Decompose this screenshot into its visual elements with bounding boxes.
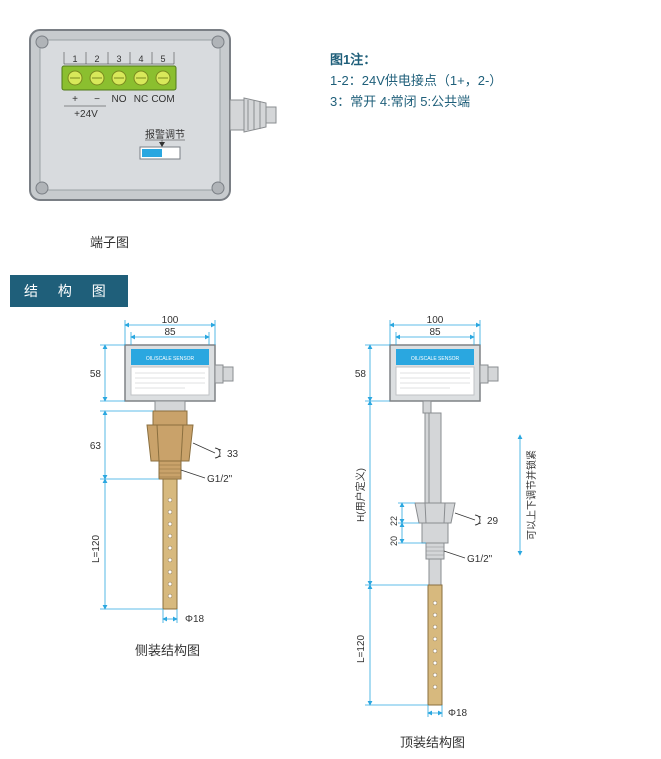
side-view-drawing: OIL/SCALE SENSOR 100 85 58 63: [55, 315, 285, 645]
sv-wrench-t: 33: [227, 449, 239, 460]
tn1: 1: [72, 54, 77, 64]
tv-body: [422, 523, 448, 543]
sv-dim-L-t: L=120: [91, 535, 102, 564]
tn4: 4: [138, 54, 143, 64]
sv-dim-phi-t: Φ18: [185, 614, 205, 625]
tv-spec-plate: [396, 367, 474, 395]
lbl-plus: +: [72, 94, 78, 105]
sv-thread-t: G1/2": [207, 474, 233, 485]
section-title: 结 构 图: [10, 275, 128, 307]
note-line2: 3：常开 4:常闭 5:公共端: [330, 92, 630, 113]
tv-adjust-note: 可以上下调节并锁紧: [525, 450, 538, 540]
lbl-no: NO: [112, 94, 127, 105]
sv-plate-text: OIL/SCALE SENSOR: [146, 356, 195, 362]
screw-br: [212, 182, 224, 194]
tv-dim-58: [365, 345, 390, 401]
tv-thread-label: G1/2": [444, 551, 493, 565]
tv-dim-phi-t: Φ18: [448, 708, 468, 719]
alarm-slider: [142, 149, 162, 157]
terminal-caption: 端子图: [90, 232, 129, 251]
tv-dim-100-t: 100: [427, 315, 444, 326]
tv-dim-58-t: 58: [355, 369, 367, 380]
tn2: 2: [94, 54, 99, 64]
note-line1: 1-2：24V供电接点（1+，2-）: [330, 71, 630, 92]
sv-neck: [155, 401, 185, 411]
tn3: 3: [116, 54, 121, 64]
top-view-caption: 顶装结构图: [400, 732, 465, 751]
sv-dim-100-t: 100: [162, 315, 179, 326]
sv-wrench: 33: [193, 443, 239, 460]
sv-dim-58-t: 58: [90, 369, 102, 380]
figure1-notes: 图1注： 1-2：24V供电接点（1+，2-） 3：常开 4:常闭 5:公共端: [330, 50, 630, 112]
sv-brass-1: [153, 411, 187, 425]
tv-short: [429, 559, 441, 585]
top-view-drawing: OIL/SCALE SENSOR 100 85 58: [310, 315, 560, 735]
tv-dim-H: [365, 401, 428, 585]
terminal-diagram: 1 2 3 4 5 + − NO NC COM +24V: [20, 20, 280, 210]
sv-hex: [147, 425, 193, 461]
screw-bl: [36, 182, 48, 194]
sv-dim-58: [100, 345, 125, 401]
alarm-label: 报警调节: [145, 128, 185, 141]
tv-dim-L-t: L=120: [356, 635, 367, 664]
sv-thread: [159, 461, 181, 479]
sv-dim-63-t: 63: [90, 441, 102, 452]
tv-wrench-t: 29: [487, 516, 499, 527]
tn5: 5: [160, 54, 165, 64]
sv-dim-phi: [163, 609, 177, 623]
sv-gland-1: [215, 365, 223, 383]
sv-spec-plate: [131, 367, 209, 395]
tv-thread-t: G1/2": [467, 554, 493, 565]
lbl-24v: +24V: [74, 109, 98, 120]
sv-dim-L: [100, 479, 163, 609]
tv-tube: [429, 413, 441, 503]
tv-dim-L: [365, 585, 428, 705]
tv-gland-2: [488, 367, 498, 381]
side-view-caption: 侧装结构图: [135, 640, 200, 659]
cable-gland: [230, 98, 276, 132]
tv-gland-1: [480, 365, 488, 383]
tv-dim-20-t: 20: [389, 536, 399, 546]
terminal-svg: 1 2 3 4 5 + − NO NC COM +24V: [20, 20, 280, 210]
sv-thread-label: G1/2": [181, 470, 233, 485]
lbl-minus: −: [94, 94, 100, 105]
tv-plate-text: OIL/SCALE SENSOR: [411, 356, 460, 362]
screw-tl: [36, 36, 48, 48]
sv-probe-holes: [168, 498, 172, 598]
tv-dim-22-t: 22: [389, 516, 399, 526]
tv-dim-H-t: H(用户定义): [354, 468, 367, 522]
tv-neck: [423, 401, 431, 413]
tv-wrench: 29: [455, 513, 499, 527]
lbl-nc: NC: [134, 94, 148, 105]
lbl-com: COM: [151, 94, 174, 105]
tv-dim-85-t: 85: [429, 327, 441, 338]
tv-tube-l: [425, 413, 429, 503]
tv-dim-phi: [428, 705, 442, 717]
note-title: 图1注：: [330, 50, 630, 71]
sv-gland-2: [223, 367, 233, 381]
screw-tr: [212, 36, 224, 48]
sv-dim-85-t: 85: [164, 327, 176, 338]
tv-hex: [415, 503, 455, 523]
